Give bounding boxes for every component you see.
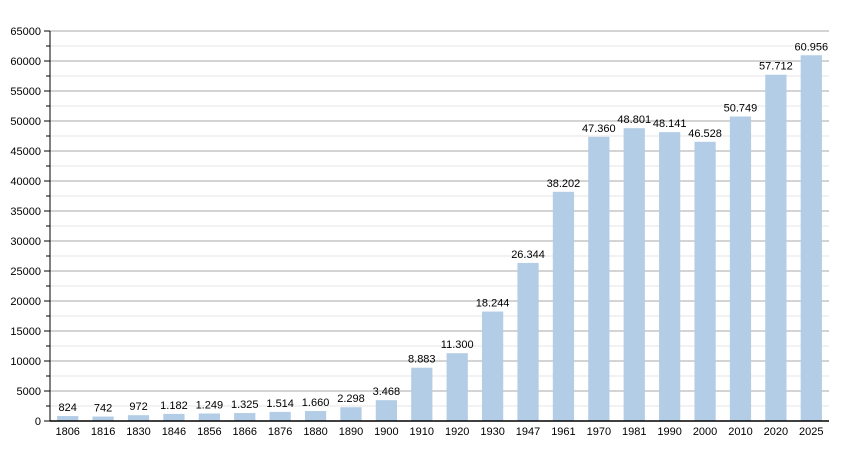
x-tick-label: 1947	[516, 426, 540, 438]
bar	[127, 415, 150, 421]
data-label: 742	[94, 403, 112, 415]
bar	[446, 353, 468, 421]
data-label: 2.298	[337, 393, 365, 405]
data-label: 38.202	[547, 178, 581, 190]
x-tick-label: 1866	[233, 426, 257, 438]
x-tick-label: 1910	[410, 426, 434, 438]
data-label: 8.883	[408, 354, 436, 366]
bar	[481, 311, 504, 421]
bar	[588, 136, 610, 421]
data-label: 46.528	[688, 128, 722, 140]
x-axis: 1806 1816 1830 1846 1856 1866 1876 1880 1890 1900…	[50, 420, 829, 438]
y-tick-label: 45000	[10, 146, 41, 158]
bar	[623, 128, 645, 421]
y-tick-label: 55000	[10, 86, 41, 98]
bar	[234, 413, 256, 421]
y-tick-label: 40000	[10, 176, 41, 188]
bar	[729, 116, 752, 422]
x-tick-label: 1880	[303, 426, 327, 438]
data-labels: 824 742 972 1.182 1.249 1.325 1.514 1.660 2.298 3…	[59, 41, 829, 414]
x-tick-label: 1970	[587, 426, 611, 438]
bar	[765, 74, 787, 421]
x-tick-label: 2010	[728, 426, 752, 438]
bar	[340, 407, 362, 421]
x-tick-label: 1806	[55, 426, 79, 438]
x-tick-label: 1900	[374, 426, 398, 438]
data-label: 18.244	[476, 298, 510, 310]
data-label: 972	[129, 401, 147, 413]
bar	[552, 191, 575, 421]
x-tick-label: 2020	[764, 426, 788, 438]
data-label: 50.749	[724, 103, 758, 115]
data-label: 3.468	[373, 386, 401, 398]
data-label: 1.249	[196, 400, 224, 412]
data-label: 47.360	[582, 123, 616, 135]
y-tick-label: 20000	[10, 296, 41, 308]
x-tick-label: 1876	[268, 426, 292, 438]
x-tick-label: 1830	[126, 426, 150, 438]
x-tick-label: 1856	[197, 426, 221, 438]
data-label: 48.801	[617, 114, 651, 126]
bar	[375, 400, 398, 421]
data-label: 1.182	[160, 400, 188, 412]
bar	[304, 411, 327, 421]
x-tick-label: 1930	[480, 426, 504, 438]
x-tick-label: 1961	[551, 426, 575, 438]
bars	[57, 55, 822, 422]
y-tick-label: 60000	[10, 56, 41, 68]
y-tick-label: 10000	[10, 356, 41, 368]
y-axis: 0 5000 10000 15000 20000 25000 30000 35000 40000…	[10, 26, 51, 428]
y-tick-label: 0	[35, 416, 41, 428]
x-tick-label: 1990	[657, 426, 681, 438]
bar	[659, 132, 681, 422]
x-tick-label: 1920	[445, 426, 469, 438]
bar	[269, 411, 291, 421]
y-tick-label: 30000	[10, 236, 41, 248]
y-tick-label: 65000	[10, 26, 41, 38]
bar	[57, 416, 79, 421]
x-tick-label: 1981	[622, 426, 646, 438]
data-label: 26.344	[511, 249, 545, 261]
y-tick-label: 15000	[10, 326, 41, 338]
data-label: 824	[59, 402, 77, 414]
bar	[411, 367, 433, 421]
y-tick-label: 50000	[10, 116, 41, 128]
bar	[800, 55, 822, 421]
x-tick-label: 1816	[91, 426, 115, 438]
x-tick-label: 2025	[799, 426, 823, 438]
y-tick-label: 5000	[17, 386, 41, 398]
data-label: 11.300	[441, 339, 474, 351]
data-label: 1.325	[231, 399, 259, 411]
data-label: 1.514	[266, 398, 294, 410]
x-tick-label: 1890	[339, 426, 363, 438]
x-tick-label: 1846	[162, 426, 186, 438]
bar	[694, 141, 716, 421]
bar	[198, 413, 220, 421]
bar	[517, 262, 539, 421]
data-label: 48.141	[653, 118, 687, 130]
bar	[92, 416, 114, 421]
y-tick-label: 25000	[10, 266, 41, 278]
x-tick-label: 2000	[693, 426, 717, 438]
y-tick-label: 35000	[10, 206, 41, 218]
data-label: 60.956	[794, 41, 828, 53]
data-label: 57.712	[759, 61, 793, 73]
data-label: 1.660	[302, 397, 330, 409]
bar	[163, 413, 185, 421]
